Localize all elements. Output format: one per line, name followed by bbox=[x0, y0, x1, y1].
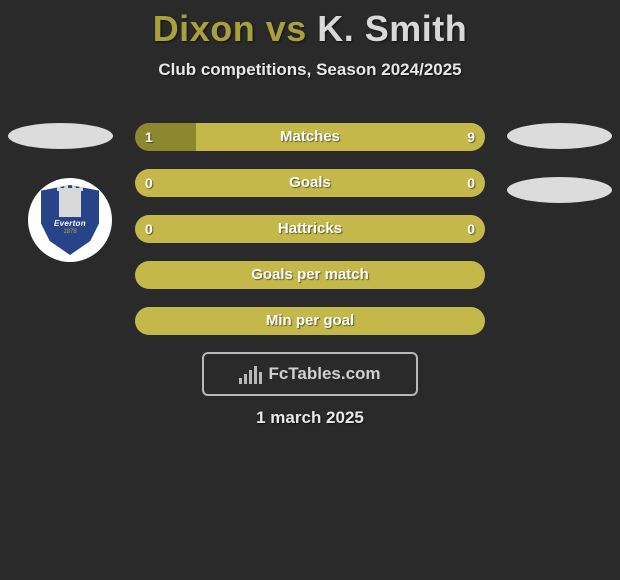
title-player2: K. Smith bbox=[317, 8, 467, 49]
bar-value-right: 9 bbox=[467, 123, 475, 151]
bar-value-right: 0 bbox=[467, 169, 475, 197]
player2-club-placeholder bbox=[507, 177, 612, 203]
stat-bar: Hattricks0 0 bbox=[135, 215, 485, 243]
bar-value-left: 1 bbox=[145, 123, 153, 151]
bar-label: Goals bbox=[135, 169, 485, 197]
title-vs: vs bbox=[266, 8, 307, 49]
everton-shield-icon: Everton 1878 bbox=[41, 185, 99, 255]
bar-value-right: 0 bbox=[467, 215, 475, 243]
date: 1 march 2025 bbox=[0, 408, 620, 428]
comparison-bars: Matches19Goals00Hattricks00Goals per mat… bbox=[135, 123, 485, 353]
title-player1: Dixon bbox=[153, 8, 256, 49]
bar-chart-icon bbox=[239, 364, 262, 384]
stat-bar: Goals0 0 bbox=[135, 169, 485, 197]
watermark-text: FcTables.com bbox=[268, 364, 380, 384]
watermark: FcTables.com bbox=[202, 352, 418, 396]
bar-label: Matches bbox=[135, 123, 485, 151]
bar-value-left: 0 bbox=[145, 169, 153, 197]
bar-label: Hattricks bbox=[135, 215, 485, 243]
stat-bar: Min per goal bbox=[135, 307, 485, 335]
player1-photo-placeholder bbox=[8, 123, 113, 149]
stat-bar: Goals per match bbox=[135, 261, 485, 289]
stat-bar: Matches1 9 bbox=[135, 123, 485, 151]
player2-photo-placeholder bbox=[507, 123, 612, 149]
badge-club-name: Everton bbox=[41, 219, 99, 228]
player1-club-badge: Everton 1878 bbox=[28, 178, 112, 262]
subtitle: Club competitions, Season 2024/2025 bbox=[0, 60, 620, 80]
page-title: Dixon vs K. Smith bbox=[0, 0, 620, 50]
tower-icon bbox=[59, 191, 81, 217]
bar-value-left: 0 bbox=[145, 215, 153, 243]
bar-label: Goals per match bbox=[135, 261, 485, 289]
badge-year: 1878 bbox=[41, 229, 99, 235]
bar-label: Min per goal bbox=[135, 307, 485, 335]
